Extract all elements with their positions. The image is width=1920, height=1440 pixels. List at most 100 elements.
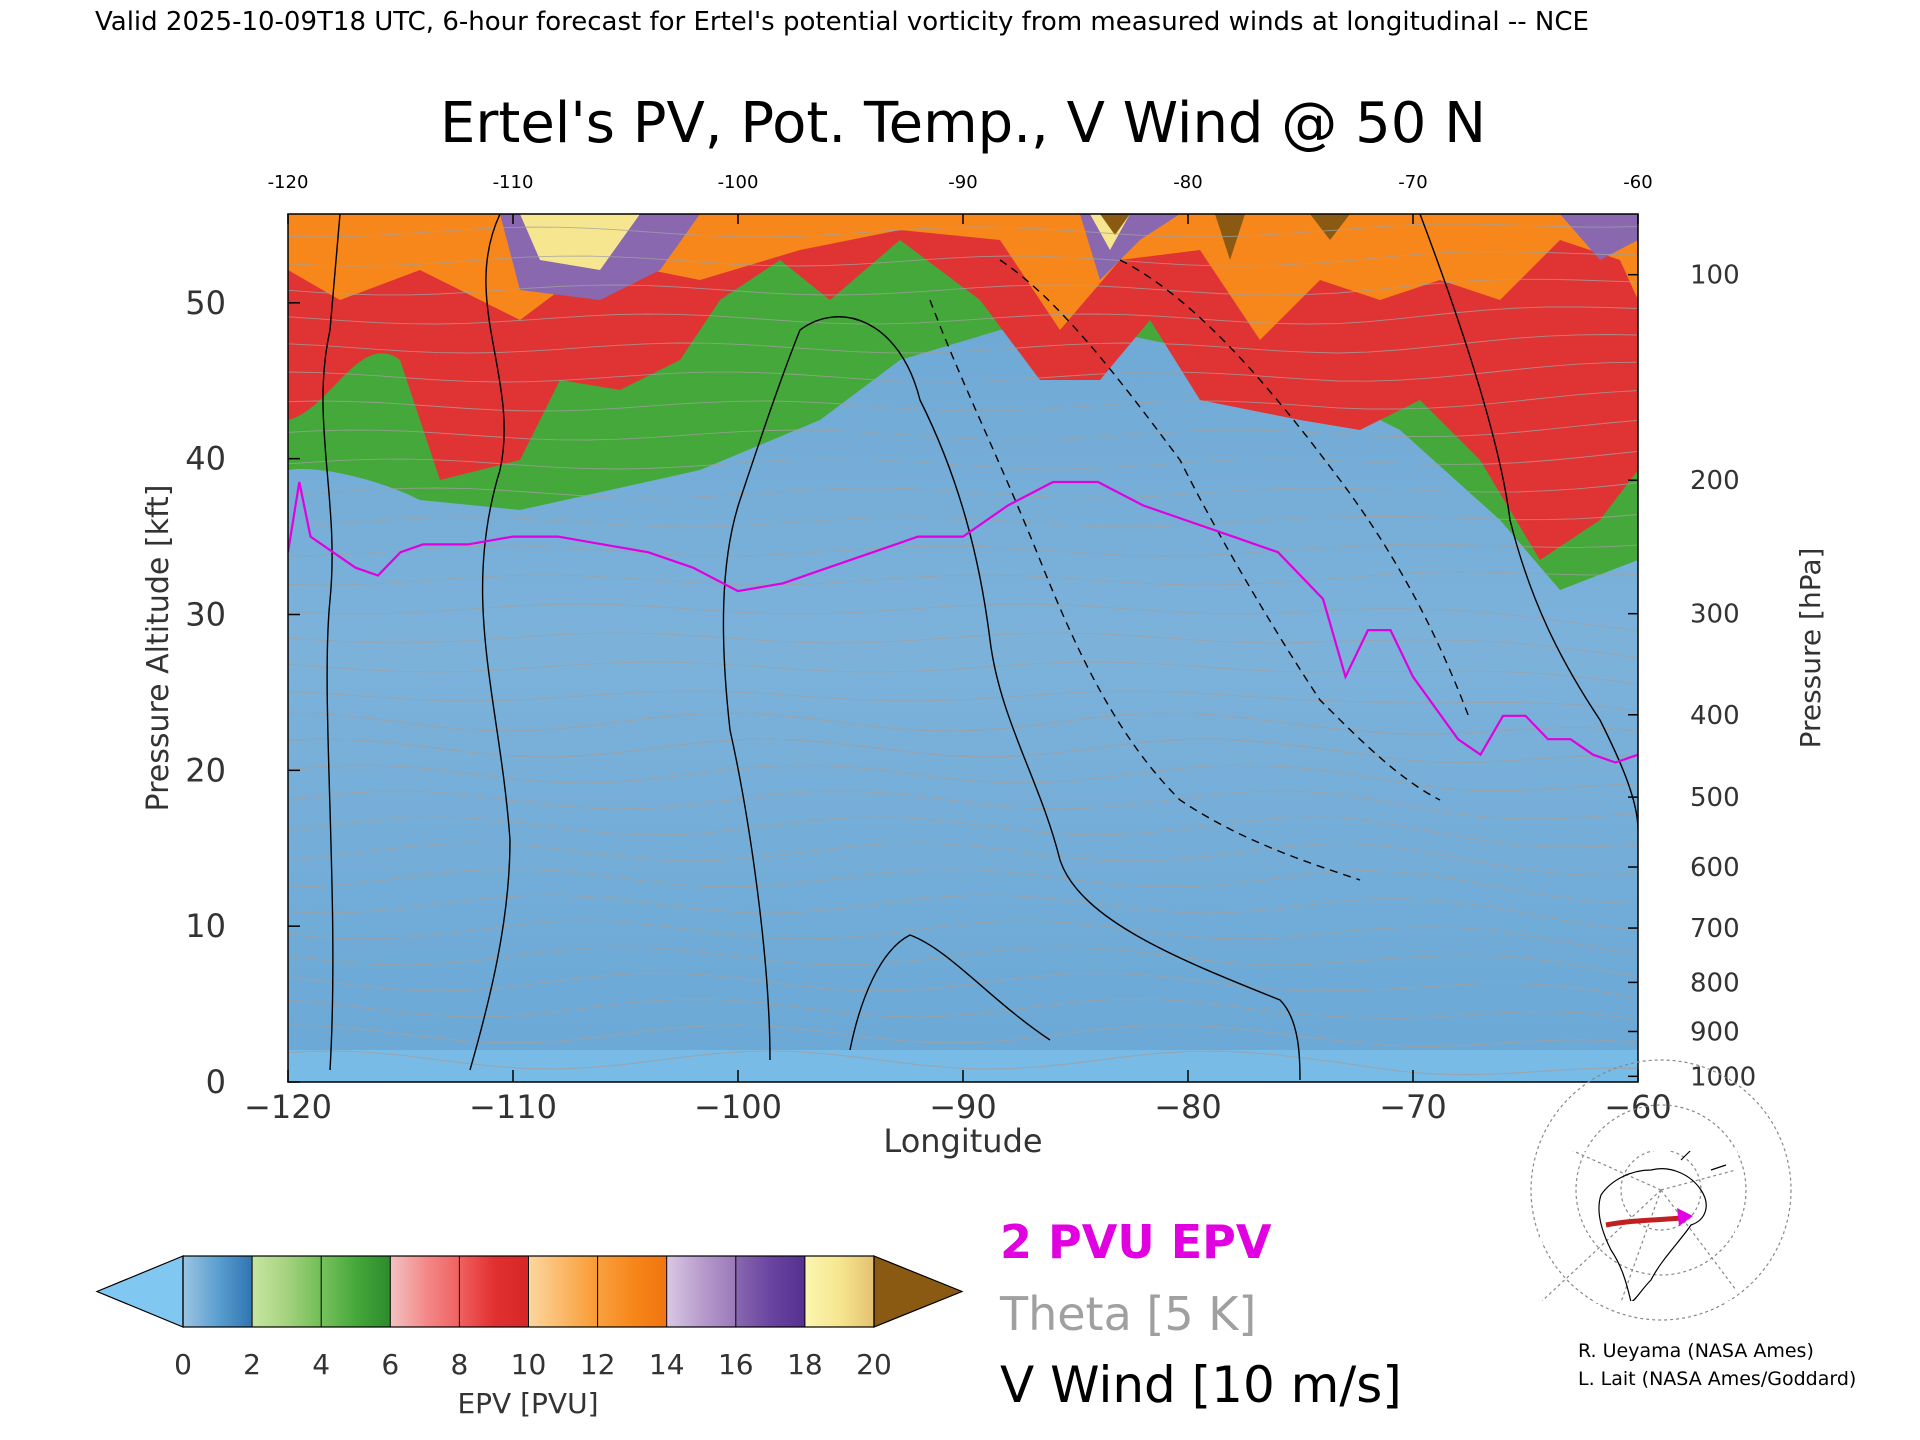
theta-contour-line: [288, 278, 1638, 296]
theta-contour-line: [288, 946, 1638, 978]
colorbar-bin: [804, 1256, 840, 1327]
x-tick-label: −90: [929, 1088, 997, 1126]
y-axis-left-label: Pressure Altitude [kft]: [141, 485, 176, 812]
colorbar-bin: [355, 1256, 391, 1327]
x-tick-label: −120: [244, 1088, 332, 1126]
colorbar-bin: [183, 1256, 219, 1327]
x-top-tick-label: -120: [268, 172, 309, 193]
forecast-valid-line: Valid 2025-10-09T18 UTC, 6-hour forecast…: [95, 7, 1589, 37]
section-marker: [1677, 1208, 1693, 1226]
pressure-tick-label: 400: [1690, 701, 1740, 731]
plot-area: [288, 196, 1638, 1082]
v-wind-zero-contour: [722, 316, 1301, 1081]
colorbar-tick-label: 4: [312, 1348, 330, 1381]
colorbar-tick-label: 18: [787, 1348, 823, 1381]
v-wind-positive-contour: [849, 934, 1051, 1051]
v-wind-negative-contour: [999, 259, 1441, 801]
x-top-tick-label: -70: [1398, 172, 1427, 193]
v-wind-negative-contour: [1119, 259, 1471, 721]
theta-contour-line: [288, 223, 1638, 238]
credit-line: L. Lait (NASA Ames/Goddard): [1578, 1368, 1856, 1390]
pressure-tick-label: 500: [1690, 783, 1740, 813]
x-axis-label: Longitude: [883, 1122, 1042, 1160]
x-tick-label: −100: [694, 1088, 782, 1126]
colorbar-tick-label: 12: [580, 1348, 616, 1381]
colorbar-tick-label: 8: [450, 1348, 468, 1381]
v-wind-contours: [322, 214, 1638, 1081]
theta-contour-line: [288, 816, 1638, 848]
y-tick-label: 0: [206, 1063, 226, 1101]
colorbar-tick-label: 6: [381, 1348, 399, 1381]
credits: R. Ueyama (NASA Ames) L. Lait (NASA Ames/…: [1578, 1340, 1856, 1390]
legend-item-label: V Wind [10 m/s]: [1000, 1356, 1402, 1414]
pv-band-red: [288, 214, 1638, 560]
theta-contour-line: [288, 790, 1638, 820]
colorbar-bin: [321, 1256, 357, 1327]
v-wind-zero-contour: [1419, 214, 1638, 831]
colorbar-tick-label: 16: [718, 1348, 754, 1381]
x-top-tick-label: -100: [718, 172, 759, 193]
theta-contour-line: [288, 390, 1638, 412]
theta-contours: [288, 196, 1638, 1076]
theta-contour-line: [288, 632, 1638, 658]
theta-contour-line: [288, 972, 1638, 999]
colorbar-bin: [839, 1256, 875, 1327]
x-tick-label: −110: [469, 1088, 557, 1126]
theta-contour-line: [288, 571, 1638, 586]
theta-contour-line: [288, 196, 1638, 208]
colorbar-bin: [632, 1256, 668, 1327]
x-tick-label: −60: [1604, 1088, 1672, 1126]
colorbar-bin: [493, 1256, 529, 1327]
colorbar-bin: [770, 1256, 806, 1327]
y-tick-label: 30: [185, 595, 226, 633]
colorbar-tick-label: 10: [511, 1348, 547, 1381]
y-axis-right-label: Pressure [hPa]: [1794, 548, 1827, 749]
colorbar-bin: [390, 1256, 426, 1327]
pv-band-yellow: [520, 214, 1130, 270]
theta-contour-line: [288, 868, 1638, 905]
y-axis-right: 100 200 300 400 500 600 700 800 900 1000: [1628, 261, 1756, 1092]
theta-contour-line: [288, 482, 1638, 499]
colorbar-bin: [286, 1256, 322, 1327]
colorbar-bin: [701, 1256, 737, 1327]
y-axis-left: 0 10 20 30 40 50: [185, 284, 300, 1101]
colorbar-under-arrow: [95, 1255, 184, 1328]
pressure-tick-label: 600: [1690, 853, 1740, 883]
inset-locator-map: [1530, 1059, 1792, 1321]
stratosphere-layers: [288, 214, 1638, 590]
theta-contour-line: [288, 306, 1638, 325]
theta-contour-line: [288, 603, 1638, 631]
x-top-tick-label: -60: [1623, 172, 1652, 193]
pressure-tick-label: 100: [1690, 261, 1740, 291]
y-tick-label: 50: [185, 284, 226, 322]
theta-contour-line: [288, 334, 1638, 354]
legend-item-label: 2 PVU EPV: [1000, 1215, 1272, 1269]
theta-contour-line: [288, 738, 1638, 764]
colorbar-tick-label: 20: [856, 1348, 892, 1381]
pressure-tick-label: 800: [1690, 968, 1740, 998]
theta-contour-line: [288, 690, 1638, 711]
colorbar-bin: [666, 1256, 702, 1327]
x-top-tick-label: -110: [493, 172, 534, 193]
colorbar-tick-label: 0: [174, 1348, 192, 1381]
theta-contour-line: [288, 842, 1638, 876]
v-wind-zero-contour: [469, 214, 511, 1071]
theta-contour-line: [288, 543, 1638, 557]
colorbar-label: EPV [PVU]: [457, 1387, 598, 1420]
credit-line: R. Ueyama (NASA Ames): [1578, 1340, 1814, 1362]
pressure-tick-label: 200: [1690, 466, 1740, 496]
colorbar-over-arrow: [873, 1255, 964, 1328]
pressure-tick-label: 700: [1690, 914, 1740, 944]
legend-item-label: Theta [5 K]: [999, 1287, 1256, 1341]
theta-contour-line: [288, 894, 1638, 931]
theta-contour-line: [288, 419, 1638, 441]
pressure-tick-label: 1000: [1690, 1062, 1756, 1092]
theta-contour-line: [288, 661, 1638, 685]
colorbar-bin: [735, 1256, 771, 1327]
x-tick-label: −70: [1379, 1088, 1447, 1126]
chart-title: Ertel's PV, Pot. Temp., V Wind @ 50 N: [440, 91, 1486, 156]
legend: 2 PVU EPV Theta [5 K] V Wind [10 m/s]: [999, 1215, 1402, 1414]
colorbar-tick-label: 2: [243, 1348, 261, 1381]
x-axis-top: -120 -110 -100 -90 -80 -70 -60: [268, 172, 1653, 224]
